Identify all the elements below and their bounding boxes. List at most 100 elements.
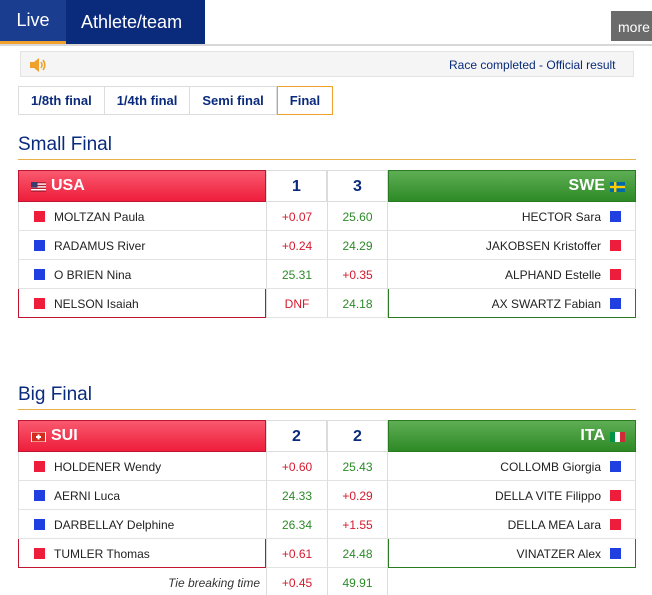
big-final-title: Big Final: [18, 384, 636, 410]
home-score: 2: [266, 420, 327, 452]
home-athlete-name: HOLDENER Wendy: [54, 460, 162, 474]
away-team-name: ITA: [580, 427, 605, 444]
home-athlete[interactable]: O BRIEN Nina: [18, 260, 266, 289]
away-athlete-name: DELLA MEA Lara: [507, 518, 601, 532]
course-red-icon: [610, 269, 621, 280]
round-tab-final[interactable]: Final: [276, 86, 334, 115]
athlete-row: MOLTZAN Paula +0.07 25.60 HECTOR Sara: [18, 202, 636, 231]
usa-flag-icon: [31, 182, 46, 192]
away-athlete[interactable]: JAKOBSEN Kristoffer: [388, 231, 636, 260]
athlete-row: RADAMUS River +0.24 24.29 JAKOBSEN Kristoff…: [18, 231, 636, 260]
course-red-icon: [34, 211, 45, 222]
away-team-name: SWE: [568, 177, 605, 194]
home-team-header: SUI: [18, 420, 266, 452]
home-time: +0.24: [266, 231, 327, 260]
home-time: +0.07: [266, 202, 327, 231]
home-athlete-name: MOLTZAN Paula: [54, 210, 145, 224]
away-athlete[interactable]: VINATZER Alex: [388, 539, 636, 568]
course-red-icon: [34, 461, 45, 472]
tab-live[interactable]: Live: [0, 0, 66, 44]
more-button[interactable]: more: [611, 11, 652, 41]
away-time: 25.43: [327, 452, 388, 481]
race-status-text: Race completed - Official result: [449, 58, 616, 72]
course-red-icon: [610, 490, 621, 501]
course-blue-icon: [610, 461, 621, 472]
away-athlete-name: VINATZER Alex: [516, 547, 601, 561]
course-blue-icon: [34, 240, 45, 251]
switzerland-flag-icon: [31, 432, 46, 442]
away-time: +0.29: [327, 481, 388, 510]
sweden-flag-icon: [610, 182, 625, 192]
home-team-name: SUI: [51, 427, 78, 444]
round-tab-1-4th-final[interactable]: 1/4th final: [104, 86, 191, 115]
home-athlete[interactable]: TUMLER Thomas: [18, 539, 266, 568]
away-athlete-name: DELLA VITE Filippo: [494, 489, 601, 503]
athlete-row: O BRIEN Nina 25.31 +0.35 ALPHAND Estelle: [18, 260, 636, 289]
away-time: +1.55: [327, 510, 388, 539]
home-team-name: USA: [51, 177, 85, 194]
big-final-table: SUI 2 2 ITA HOLDENER Wendy +0.60 25.43 COLL…: [18, 420, 636, 595]
home-athlete-name: O BRIEN Nina: [54, 268, 132, 282]
course-red-icon: [610, 240, 621, 251]
small-final-table: USA 1 3 SWE MOLTZAN Paula +0.07 25.60 HECTO…: [18, 170, 636, 318]
home-athlete-name: RADAMUS River: [54, 239, 146, 253]
home-athlete-name: AERNI Luca: [54, 489, 121, 503]
home-athlete[interactable]: HOLDENER Wendy: [18, 452, 266, 481]
home-time: +0.61: [266, 539, 327, 568]
away-athlete-name: COLLOMB Giorgia: [500, 460, 601, 474]
course-blue-icon: [34, 519, 45, 530]
away-athlete[interactable]: COLLOMB Giorgia: [388, 452, 636, 481]
away-score: 2: [327, 420, 388, 452]
home-score: 1: [266, 170, 327, 202]
away-athlete-name: HECTOR Sara: [521, 210, 601, 224]
home-time: DNF: [266, 289, 327, 318]
italy-flag-icon: [610, 432, 625, 442]
home-team-header: USA: [18, 170, 266, 202]
home-athlete-name: DARBELLAY Delphine: [54, 518, 175, 532]
home-time: +0.60: [266, 452, 327, 481]
away-time: 25.60: [327, 202, 388, 231]
away-athlete[interactable]: DELLA VITE Filippo: [388, 481, 636, 510]
away-athlete-name: JAKOBSEN Kristoffer: [485, 239, 601, 253]
tab-athlete-team[interactable]: Athlete/team: [66, 0, 205, 44]
home-athlete[interactable]: MOLTZAN Paula: [18, 202, 266, 231]
home-athlete[interactable]: DARBELLAY Delphine: [18, 510, 266, 539]
match-header: USA 1 3 SWE: [18, 170, 636, 202]
home-athlete-name: TUMLER Thomas: [54, 547, 150, 561]
away-team-header: SWE: [388, 170, 636, 202]
tie-empty: [388, 568, 636, 595]
divider: [0, 44, 652, 46]
course-blue-icon: [610, 211, 621, 222]
home-athlete[interactable]: RADAMUS River: [18, 231, 266, 260]
home-athlete[interactable]: NELSON Isaiah: [18, 289, 266, 318]
speaker-icon[interactable]: [29, 57, 47, 73]
course-blue-icon: [610, 548, 621, 559]
away-athlete[interactable]: DELLA MEA Lara: [388, 510, 636, 539]
home-athlete[interactable]: AERNI Luca: [18, 481, 266, 510]
away-time: 24.18: [327, 289, 388, 318]
round-tab-1-8th-final[interactable]: 1/8th final: [18, 86, 105, 115]
athlete-row: AERNI Luca 24.33 +0.29 DELLA VITE Filippo: [18, 481, 636, 510]
small-final-title: Small Final: [18, 134, 636, 160]
home-time: 24.33: [266, 481, 327, 510]
course-blue-icon: [610, 298, 621, 309]
away-time: +0.35: [327, 260, 388, 289]
match-header: SUI 2 2 ITA: [18, 420, 636, 452]
course-red-icon: [34, 298, 45, 309]
athlete-row: DARBELLAY Delphine 26.34 +1.55 DELLA MEA La…: [18, 510, 636, 539]
athlete-row: NELSON Isaiah DNF 24.18 AX SWARTZ Fabian: [18, 289, 636, 318]
away-score: 3: [327, 170, 388, 202]
athlete-row: TUMLER Thomas +0.61 24.48 VINATZER Alex: [18, 539, 636, 568]
home-athlete-name: NELSON Isaiah: [54, 297, 139, 311]
away-athlete[interactable]: ALPHAND Estelle: [388, 260, 636, 289]
round-tabs: 1/8th final 1/4th final Semi final Final: [18, 86, 334, 115]
away-athlete-name: AX SWARTZ Fabian: [491, 297, 601, 311]
away-athlete-name: ALPHAND Estelle: [504, 268, 601, 282]
course-red-icon: [34, 548, 45, 559]
away-team-header: ITA: [388, 420, 636, 452]
course-red-icon: [610, 519, 621, 530]
round-tab-semi-final[interactable]: Semi final: [190, 86, 277, 115]
course-blue-icon: [34, 490, 45, 501]
away-athlete[interactable]: AX SWARTZ Fabian: [388, 289, 636, 318]
away-athlete[interactable]: HECTOR Sara: [388, 202, 636, 231]
